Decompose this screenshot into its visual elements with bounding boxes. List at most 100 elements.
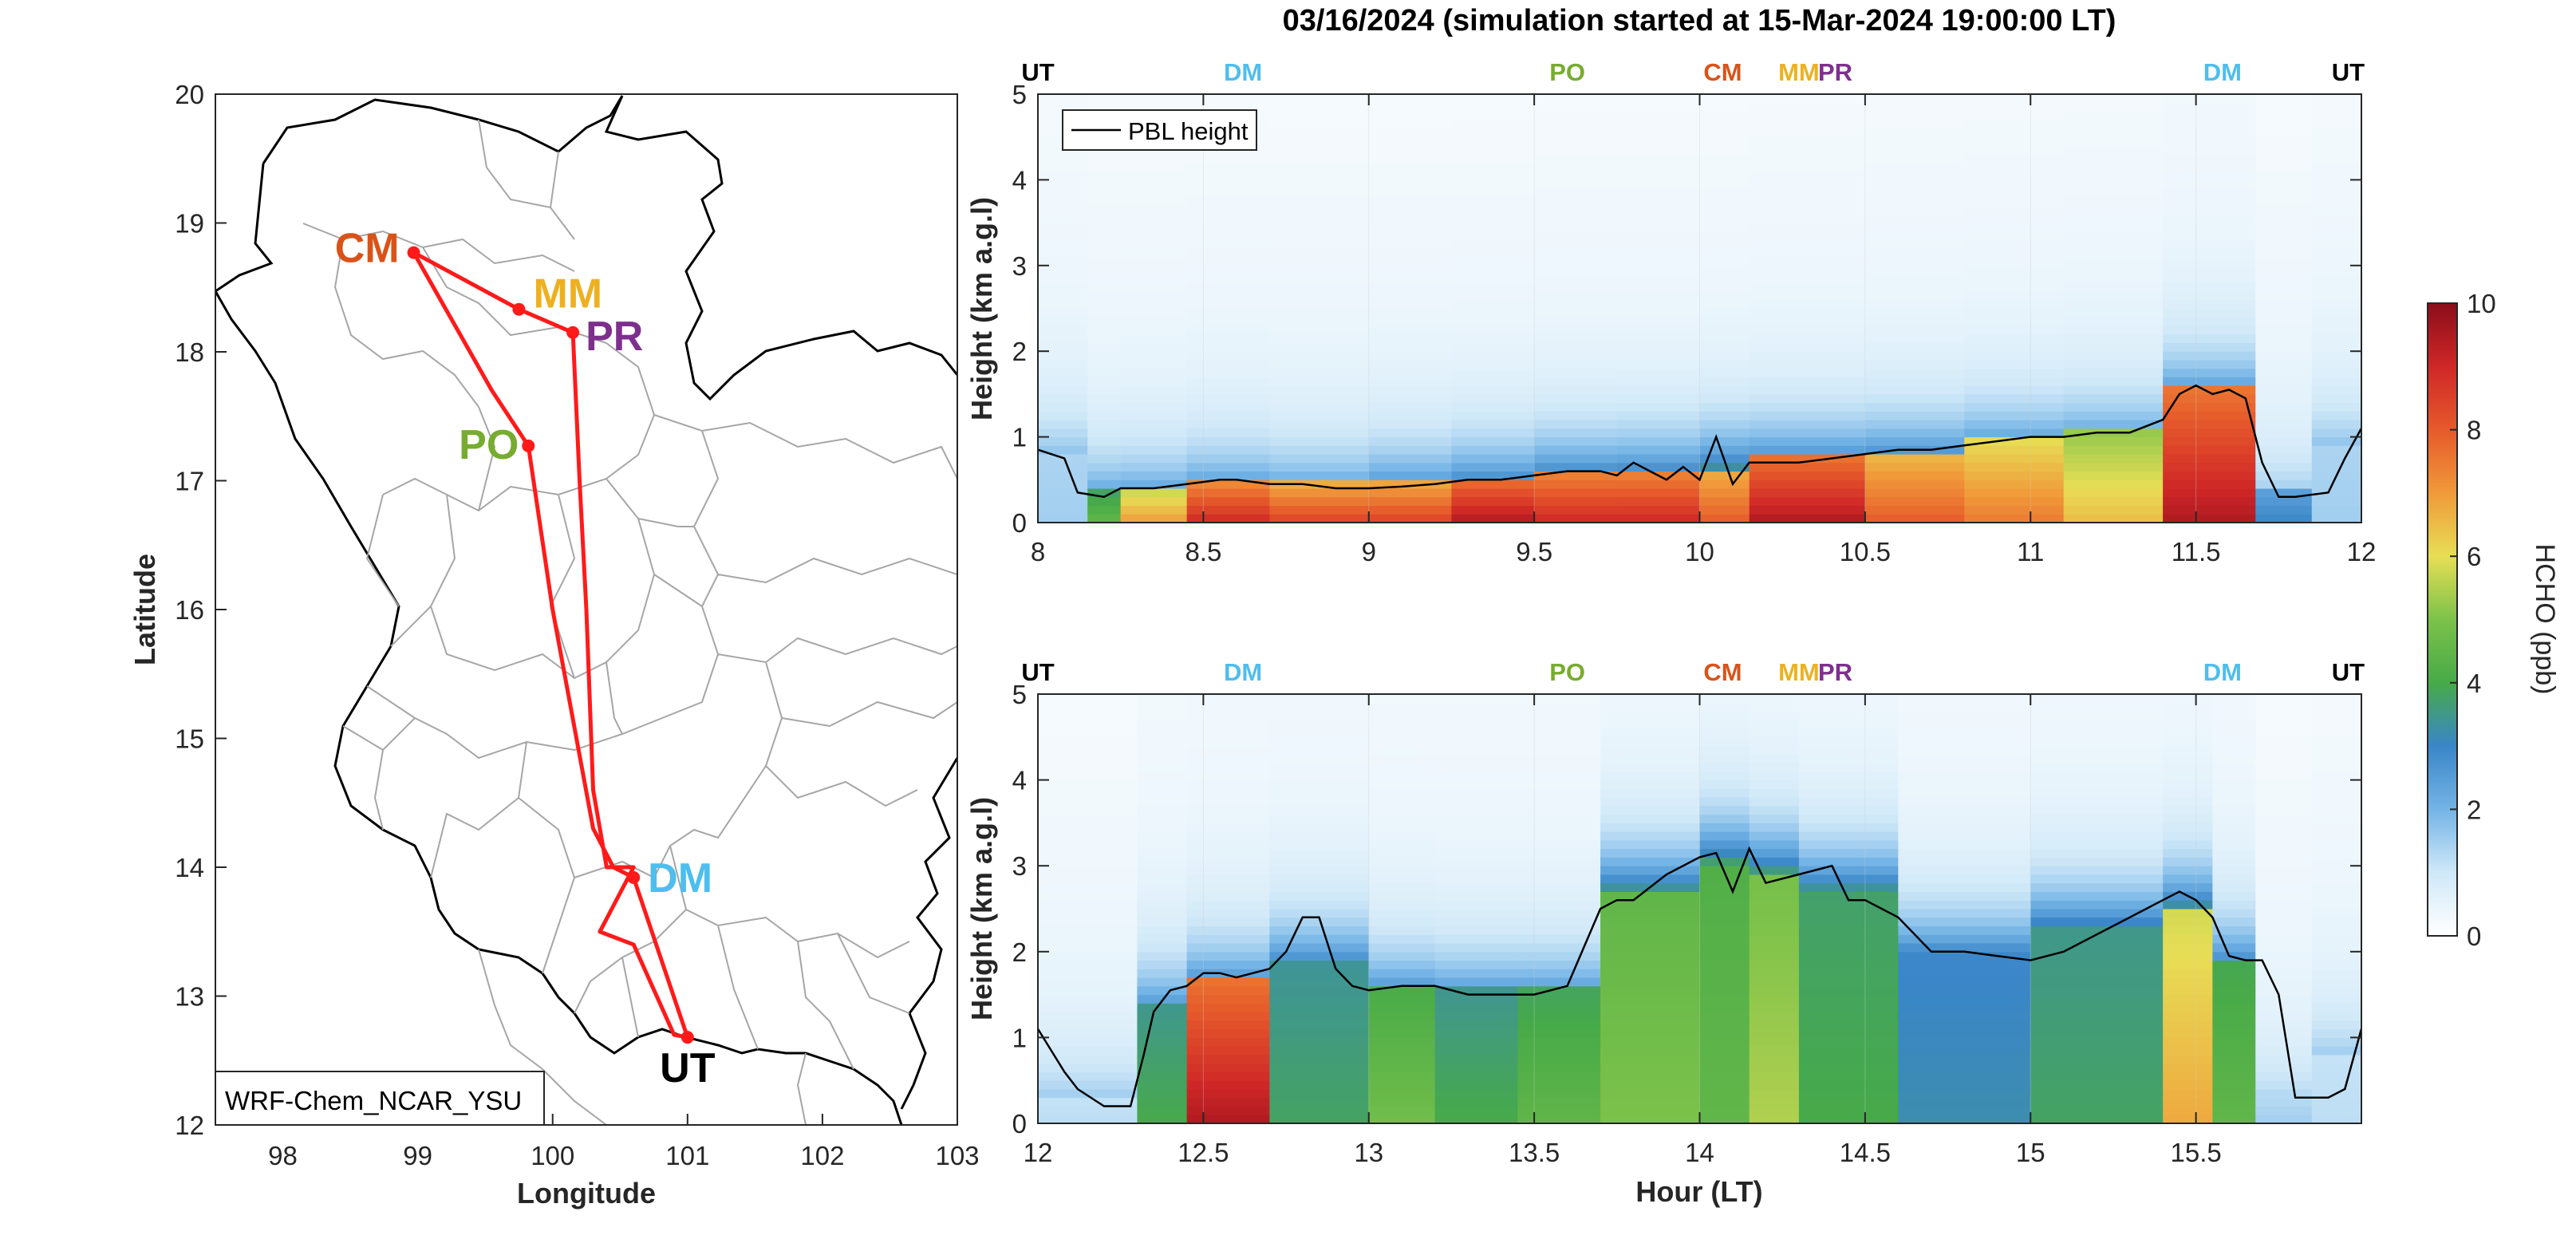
heatmap-cell <box>2212 908 2256 918</box>
heatmap-cell <box>2311 136 2361 146</box>
site-marker-cm: CM <box>1703 58 1742 86</box>
heatmap-cell <box>2311 247 2361 258</box>
heatmap-cell <box>1038 1063 1138 1072</box>
heatmap-cell <box>1798 839 1899 850</box>
heatmap-cell <box>1749 890 1800 901</box>
heatmap-cell <box>2163 205 2256 215</box>
heatmap-cell <box>2163 393 2256 404</box>
xlabel-bottom: Hour (LT) <box>1635 1175 1762 1208</box>
heatmap-cell <box>1699 994 1750 1004</box>
heatmap-cell <box>1368 513 1453 523</box>
heatmap-cell <box>2255 496 2313 507</box>
heatmap-cell <box>1534 102 1618 112</box>
heatmap-cell <box>2255 1045 2313 1056</box>
heatmap-cell <box>1534 325 1618 335</box>
heatmap-cell <box>1368 410 1453 420</box>
heatmap-cell <box>2255 771 2313 781</box>
heatmap-cell <box>1137 874 1188 884</box>
heatmap-cell <box>2163 960 2213 969</box>
heatmap-cell <box>2212 917 2256 927</box>
heatmap-cell <box>1038 196 1088 207</box>
heatmap-cell <box>1137 805 1188 815</box>
heatmap-cell <box>2063 213 2164 223</box>
heatmap-cell <box>2255 419 2313 429</box>
heatmap-cell <box>2255 1079 2313 1090</box>
map-y-tick-label: 14 <box>175 853 204 882</box>
heatmap-cell <box>1898 1114 2031 1123</box>
heatmap-cell <box>2311 899 2361 910</box>
heatmap-cell <box>1749 933 1800 944</box>
heatmap-cell <box>1451 94 1535 104</box>
heatmap-cell <box>2063 256 2164 266</box>
heatmap-cell <box>1368 119 1453 129</box>
heatmap-cell <box>1699 247 1750 258</box>
heatmap-cell <box>1087 513 1122 523</box>
heatmap-cell <box>1120 205 1188 215</box>
heatmap-cell <box>2163 1011 2213 1021</box>
heatmap-cell <box>1600 933 1701 944</box>
heatmap-cell <box>2255 711 2313 720</box>
heatmap-cell <box>1964 119 2065 129</box>
heatmap-cell <box>1186 933 1270 944</box>
heatmap-cell <box>1864 102 1965 112</box>
heatmap-cell <box>1534 187 1618 198</box>
heatmap-cell <box>2163 325 2256 335</box>
heatmap-cell <box>1749 899 1800 910</box>
heatmap-cell <box>2030 1088 2164 1099</box>
heatmap-cell <box>1898 1011 2031 1021</box>
heatmap-cell <box>2212 874 2256 884</box>
heatmap-cell <box>1964 487 2065 498</box>
heatmap-cell <box>1699 874 1750 884</box>
heatmap-cell <box>1186 694 1270 704</box>
heatmap-cell <box>1434 702 1518 712</box>
heatmap-cell <box>1517 771 1601 781</box>
heatmap-cell <box>2063 325 2164 335</box>
heatmap-cell <box>1517 831 1601 841</box>
heatmap-cell <box>1451 222 1535 232</box>
heatmap-column <box>2212 694 2256 1123</box>
heatmap-cell <box>1600 728 1701 738</box>
map-x-tick-label: 98 <box>268 1141 298 1170</box>
heatmap-cell <box>1038 719 1138 729</box>
heatmap-cell <box>2212 856 2256 866</box>
heatmap-cell <box>1864 282 1965 292</box>
heatmap-cell <box>1749 702 1800 712</box>
heatmap-cell <box>2255 994 2313 1004</box>
heatmap-cell <box>1798 882 1899 892</box>
heatmap-cell <box>2163 410 2256 420</box>
heatmap-cell <box>1517 985 1601 996</box>
heatmap-cell <box>1798 865 1899 875</box>
heatmap-cell <box>1517 745 1601 755</box>
heatmap-cell <box>1964 144 2065 155</box>
heatmap-cell <box>1898 831 2031 841</box>
heatmap-cell <box>1517 933 1601 944</box>
heatmap-cell <box>1749 848 1800 858</box>
heatmap-cell <box>2163 796 2213 807</box>
heatmap-cell <box>2163 839 2213 850</box>
map-x-tick-label: 102 <box>800 1141 844 1170</box>
heatmap-cell <box>1600 1028 1701 1038</box>
heatmap-cell <box>2311 908 2361 918</box>
site-marker-ut: UT <box>2332 658 2365 686</box>
heatmap-cell <box>1864 256 1965 266</box>
colorbar-tick-label: 0 <box>2467 921 2481 951</box>
heatmap-cell <box>2163 694 2213 704</box>
heatmap-cell <box>1451 513 1535 523</box>
heatmap-cell <box>1898 753 2031 764</box>
heatmap-cell <box>1038 162 1088 172</box>
heatmap-column <box>1749 94 1866 523</box>
heatmap-cell <box>2311 711 2361 720</box>
heatmap-cell <box>1087 162 1122 172</box>
heatmap-cell <box>2255 187 2313 198</box>
heatmap-column <box>2163 694 2213 1123</box>
heatmap-cell <box>1534 239 1618 249</box>
heatmap-cell <box>1534 316 1618 326</box>
heatmap-cell <box>1269 290 1370 301</box>
heatmap-cell <box>1451 333 1535 343</box>
y-tick-label: 3 <box>1012 851 1027 881</box>
heatmap-cell <box>1186 247 1270 258</box>
heatmap-cell <box>1087 325 1122 335</box>
heatmap-cell <box>1699 1011 1750 1021</box>
heatmap-cell <box>2255 942 2313 953</box>
